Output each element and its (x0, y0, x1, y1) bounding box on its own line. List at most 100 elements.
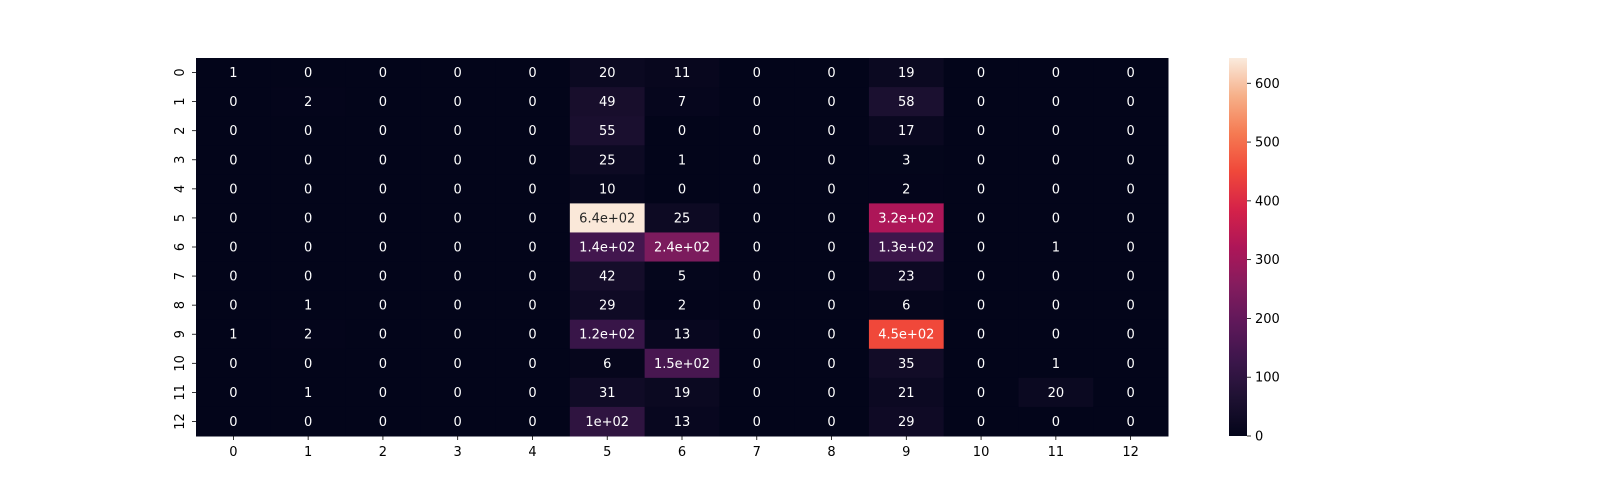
cell-annotation: 0 (229, 386, 237, 401)
heatmap-cell (868, 377, 945, 408)
cell-annotation: 25 (674, 211, 691, 226)
heatmap-cell (943, 290, 1019, 321)
y-tick-label: 6 (173, 243, 188, 251)
heatmap-cell (495, 377, 571, 408)
cell-annotation: 1.4e+02 (579, 241, 635, 256)
colorbar-tick-label: 400 (1255, 194, 1280, 209)
heatmap-cell (569, 319, 646, 350)
cell-annotation: 0 (1052, 299, 1060, 314)
cell-annotation: 0 (753, 270, 761, 285)
heatmap-cell (794, 203, 870, 233)
cell-annotation: 0 (454, 299, 462, 314)
colorbar-ticks: 0 100 200 300 400 500 600 (1247, 77, 1280, 445)
heatmap-cell (943, 87, 1019, 117)
heatmap-cell (345, 58, 421, 88)
cell-annotation: 0 (1126, 415, 1134, 430)
heatmap-cell (1018, 116, 1094, 146)
heatmap-cell (868, 406, 945, 437)
heatmap-cell (420, 377, 496, 408)
cell-annotation: 0 (528, 182, 536, 197)
heatmap-cell (943, 406, 1019, 437)
cell-annotation: 0 (528, 241, 536, 256)
heatmap-cell (719, 348, 795, 379)
heatmap-cell (270, 116, 347, 146)
heatmap-cell (1018, 174, 1094, 204)
heatmap-cell (345, 232, 421, 263)
heatmap-cell (1018, 348, 1094, 379)
y-tick-label: 8 (173, 301, 188, 309)
cell-annotation: 0 (977, 153, 985, 168)
cell-annotation: 0 (379, 182, 387, 197)
heatmap-cell (644, 290, 720, 321)
cell-annotation: 0 (1126, 299, 1134, 314)
heatmap-cell (420, 232, 496, 263)
heatmap-cell (345, 261, 421, 292)
x-tick-label: 4 (528, 445, 536, 460)
heatmap-cell (196, 203, 272, 233)
cell-annotation: 3.2e+02 (878, 211, 934, 226)
heatmap-cell (270, 145, 347, 175)
heatmap-cell (1093, 319, 1169, 350)
heatmap-cell (196, 145, 272, 175)
cell-annotation: 0 (229, 124, 237, 139)
cell-annotation: 0 (454, 241, 462, 256)
heatmap-cell (719, 116, 795, 146)
heatmap-cell (345, 406, 421, 437)
cell-annotation: 0 (379, 66, 387, 81)
heatmap-cell (569, 203, 646, 233)
cell-annotation: 0 (1126, 270, 1134, 285)
heatmap-cell (495, 58, 571, 88)
cell-annotation: 0 (977, 328, 985, 343)
heatmap-cell (1093, 377, 1169, 408)
heatmap-cell (270, 406, 347, 437)
y-tick-label: 3 (173, 156, 188, 164)
heatmap-cell (794, 87, 870, 117)
heatmap-cell (868, 58, 945, 88)
cell-annotation: 0 (229, 153, 237, 168)
heatmap-cell (196, 116, 272, 146)
cell-annotation: 0 (1126, 124, 1134, 139)
heatmap-cell (420, 145, 496, 175)
cell-annotation: 6 (603, 357, 611, 372)
cell-annotation: 13 (674, 415, 691, 430)
heatmap-cells (196, 58, 1169, 437)
cell-annotation: 1 (304, 299, 312, 314)
heatmap-cell (868, 87, 945, 117)
heatmap-cell (644, 87, 720, 117)
cell-annotation: 0 (528, 124, 536, 139)
cell-annotation: 2 (304, 95, 312, 110)
heatmap-cell (495, 174, 571, 204)
cell-annotation: 4.5e+02 (878, 328, 934, 343)
heatmap-cell (270, 232, 347, 263)
cell-annotation: 2.4e+02 (654, 241, 710, 256)
heatmap-cell (1093, 145, 1169, 175)
heatmap-cell (794, 145, 870, 175)
heatmap-cell (420, 406, 496, 437)
cell-annotation: 0 (304, 270, 312, 285)
cell-annotation: 0 (753, 66, 761, 81)
cell-annotation: 0 (528, 299, 536, 314)
cell-annotation: 0 (827, 95, 835, 110)
cell-annotation: 0 (1126, 386, 1134, 401)
cell-annotation: 1e+02 (585, 415, 629, 430)
heatmap-cell (196, 261, 272, 292)
heatmap-cell (719, 232, 795, 263)
cell-annotation: 0 (528, 357, 536, 372)
cell-annotation: 6.4e+02 (579, 211, 635, 226)
heatmap-cell (794, 116, 870, 146)
heatmap-cell (270, 203, 347, 233)
cell-annotation: 0 (1052, 153, 1060, 168)
heatmap-cell (719, 261, 795, 292)
heatmap-cell (794, 406, 870, 437)
cell-annotation: 29 (599, 299, 616, 314)
heatmap-cell (196, 348, 272, 379)
heatmap-cell (196, 406, 272, 437)
heatmap-cell (569, 174, 646, 204)
cell-annotation: 0 (753, 415, 761, 430)
cell-annotation: 0 (304, 66, 312, 81)
cell-annotation: 0 (1052, 95, 1060, 110)
heatmap-cell (1093, 203, 1169, 233)
heatmap-cell (420, 58, 496, 88)
cell-annotation: 20 (599, 66, 616, 81)
cell-annotation: 0 (454, 415, 462, 430)
